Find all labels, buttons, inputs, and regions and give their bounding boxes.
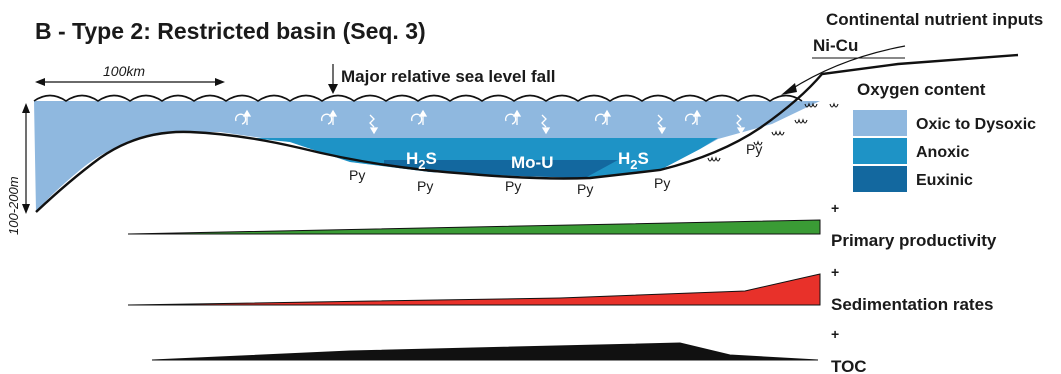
ni-cu-arrowhead [781, 83, 797, 95]
depth-arrow-bottom [22, 204, 30, 214]
legend-items: Oxic to Dysoxic Anoxic Euxinic [853, 110, 1036, 192]
py-label: Py [746, 141, 762, 157]
py-label: Py [417, 178, 433, 194]
toc-wedge [151, 342, 819, 361]
toc-label: TOC [831, 357, 867, 374]
euxinic-water [384, 160, 618, 178]
legend-label-oxic: Oxic to Dysoxic [916, 116, 1036, 133]
primary-productivity-label: Primary productivity [831, 231, 997, 250]
sedimentation-rates-wedge [127, 273, 821, 306]
scale-bar-label: 100km [103, 63, 145, 79]
h2s-right-label: H2S [618, 149, 649, 172]
legend-label-euxinic: Euxinic [916, 172, 973, 189]
h2s-left-label: H2S [406, 149, 437, 172]
py-label: Py [577, 181, 593, 197]
sea-level-label: Major relative sea level fall [341, 67, 556, 86]
py-label: Py [654, 175, 670, 191]
legend-label-anoxic: Anoxic [916, 144, 969, 161]
sedimentation-rates-plus: + [831, 264, 839, 280]
primary-productivity-wedge [127, 219, 821, 235]
sea-surface-waves [33, 94, 803, 102]
scale-bar-arrow-right [215, 78, 225, 86]
mo-u-label: Mo-U [511, 153, 553, 172]
scale-bar-arrow-left [35, 78, 45, 86]
circulation-symbols [235, 109, 746, 135]
legend-swatch-euxinic [853, 166, 907, 192]
py-label: Py [349, 167, 365, 183]
diagram-title: B - Type 2: Restricted basin (Seq. 3) [35, 18, 426, 44]
continental-inputs-label: Continental nutrient inputs [826, 10, 1043, 29]
legend-swatch-oxic [853, 110, 907, 136]
toc-plus: + [831, 326, 839, 342]
sedimentation-rates-label: Sedimentation rates [831, 295, 994, 314]
organic-matter-symbols [707, 102, 839, 162]
sea-level-arrowhead [328, 84, 338, 94]
depth-label: 100-200m [6, 176, 21, 235]
basin-seafloor-outline [35, 53, 1019, 213]
primary-productivity-plus: + [831, 200, 839, 216]
ni-cu-label: Ni-Cu [813, 36, 858, 55]
legend-swatch-anoxic [853, 138, 907, 164]
depth-arrow-top [22, 103, 30, 113]
legend-title: Oxygen content [857, 80, 986, 99]
ni-cu-arrow [789, 45, 906, 91]
py-label: Py [505, 178, 521, 194]
